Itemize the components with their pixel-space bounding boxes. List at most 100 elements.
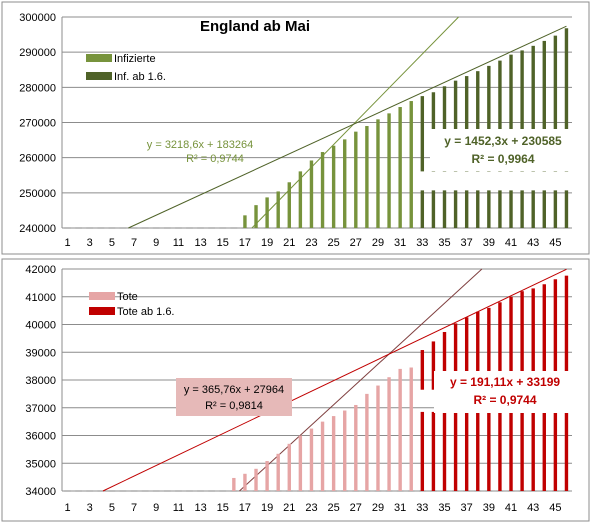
bar [531,190,535,228]
x-tick-label: 35 [438,237,450,249]
bar [509,411,513,491]
x-tick-label: 9 [153,502,159,514]
x-tick-label: 7 [131,237,137,249]
bar [476,71,480,172]
x-tick-label: 31 [394,237,406,249]
legend-swatch-infizierte [86,54,112,62]
bar [409,101,413,228]
bar [487,411,491,491]
bar [509,296,513,390]
legend-swatch-inf-ab-1-6 [86,72,112,80]
bar [376,385,380,491]
bar [298,435,303,491]
bar [509,190,513,228]
bar [564,411,569,491]
x-tick-label: 41 [505,502,517,514]
bar [553,411,558,491]
y-tick-label: 38000 [25,375,56,387]
bar [365,126,369,228]
bar [331,416,336,491]
x-tick-label: 45 [549,502,561,514]
x-tick-label: 29 [372,502,384,514]
x-tick-label: 21 [283,502,295,514]
bar [365,393,369,491]
bar [453,80,458,172]
bar [442,331,447,390]
bar [232,477,236,491]
x-tick-label: 25 [328,502,340,514]
bar [453,411,458,491]
bar [564,28,569,172]
x-tick-label: 31 [394,502,406,514]
bar [498,190,502,228]
bottom-trend-r2-1: R² = 0,9814 [205,400,263,412]
legend-label-tote-ab-1-6: Tote ab 1.6. [117,306,175,318]
bar [243,215,247,228]
bar [464,317,469,390]
x-tick-label: 17 [239,237,251,249]
y-tick-label: 280000 [19,82,56,94]
bar [398,368,402,491]
x-tick-label: 13 [194,237,206,249]
y-tick-label: 250000 [19,188,56,200]
bar [542,190,546,228]
bar [309,160,314,228]
bottom-chart: 34000 35000 36000 37000 38000 39000 40000 41000… [1,258,590,522]
top-trend-equation-2: y = 1452,3x + 230585 [444,134,562,148]
y-tick-label: 40000 [25,320,56,332]
top-trendlines [128,16,567,229]
x-tick-label: 41 [505,237,517,249]
bar [420,350,425,390]
bar [520,411,524,491]
bottom-x-tick-labels: 1 3 5 7 9 11 13 15 17 19 21 23 25 27 29 31 33 35 37 39 41 43 4… [64,502,561,514]
x-tick-label: 1 [64,502,70,514]
bottom-trend-label-box-1 [176,378,292,416]
x-tick-label: 21 [283,237,295,249]
bar [442,86,447,172]
bar [442,190,447,228]
bar [564,190,569,228]
bar [553,35,558,172]
x-tick-label: 25 [328,237,340,249]
bar [453,190,458,228]
x-tick-label: 43 [527,237,539,249]
bottom-y-tick-labels: 34000 35000 36000 37000 38000 39000 40000 41000… [25,264,56,498]
bar [276,191,280,228]
bar [343,139,347,228]
x-tick-label: 5 [109,237,115,249]
trendline [128,25,567,229]
legend-swatch-tote [89,292,115,300]
trendline [102,268,567,492]
x-tick-label: 9 [153,237,159,249]
trendline [251,16,459,229]
legend-label-tote: Tote [117,291,138,303]
y-tick-label: 42000 [25,264,56,276]
bar [243,473,247,491]
x-tick-label: 43 [527,502,539,514]
bar [320,421,325,491]
bar [420,190,425,228]
bar [520,190,524,228]
bar [420,411,425,491]
legend-label-infizierte: Infizierte [114,53,156,65]
bar [431,341,436,390]
x-tick-label: 27 [350,237,362,249]
bar [420,96,425,172]
x-tick-label: 23 [305,237,317,249]
x-tick-label: 7 [131,502,137,514]
x-tick-label: 3 [87,237,93,249]
bar [520,50,524,172]
bar [442,411,447,491]
y-tick-label: 35000 [25,458,56,470]
bar [309,428,314,491]
bar [531,411,535,491]
bar [498,411,502,491]
bar [487,190,491,228]
bar [431,411,436,491]
x-tick-label: 23 [305,502,317,514]
legend-swatch-tote-ab-1-6 [89,307,115,315]
bar [265,197,269,228]
y-tick-label: 290000 [19,47,56,59]
bar [254,468,258,491]
